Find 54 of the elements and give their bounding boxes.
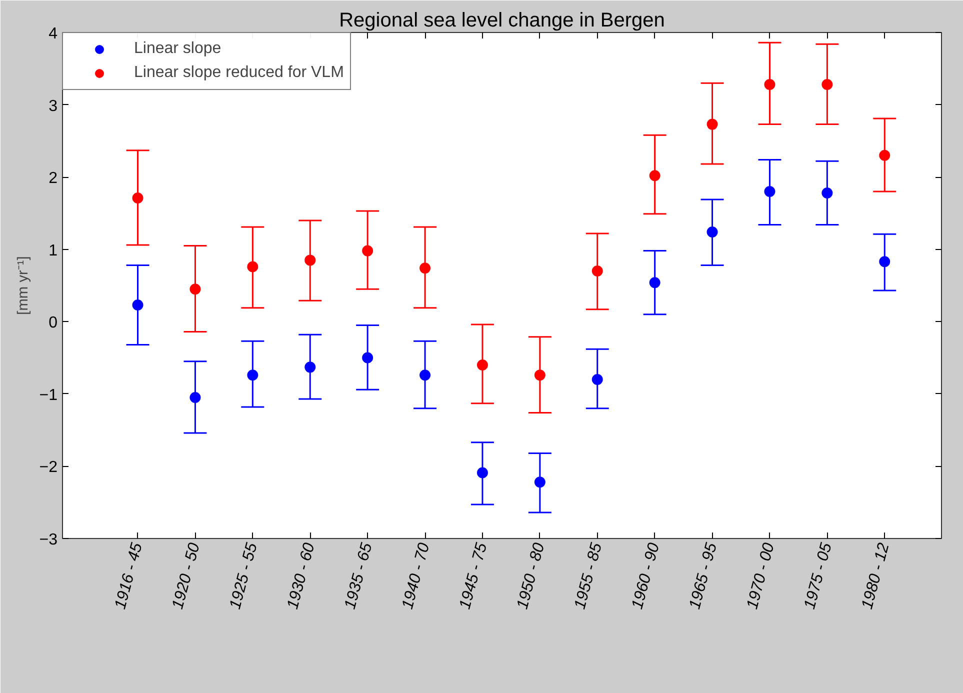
y-tick-label: 2 [48, 170, 58, 188]
point [190, 392, 201, 404]
point [190, 284, 201, 295]
y-tick-label: 1 [48, 242, 58, 260]
y-tick-label: 4 [48, 26, 58, 42]
point [476, 467, 488, 478]
point [420, 370, 431, 381]
point [304, 362, 316, 373]
x-tick-label: 1955 - 85 [572, 541, 606, 612]
point [879, 256, 890, 268]
point [362, 245, 374, 256]
point [534, 370, 546, 381]
chart-title: Regional sea level change in Bergen [339, 10, 665, 32]
point [764, 186, 776, 198]
x-tick-label: 1916 - 45 [112, 541, 146, 612]
point [476, 360, 488, 371]
y-axis-title: [mm yr⁻¹] [15, 256, 32, 315]
legend-label: Linear slope reduced for VLM [134, 64, 344, 82]
x-tick-label: 1930 - 60 [284, 541, 318, 612]
x-tick-label: 1935 - 65 [342, 541, 376, 612]
point [247, 261, 258, 272]
y-tick-label: −1 [39, 386, 58, 404]
point [706, 226, 718, 238]
point [706, 118, 718, 130]
point [764, 79, 776, 90]
point [247, 370, 258, 381]
x-tick-label: 1980 - 12 [858, 541, 893, 612]
point [420, 262, 431, 274]
y-tick-label: 0 [48, 314, 58, 332]
point [304, 254, 316, 266]
x-tick-label: 1945 - 75 [456, 541, 491, 612]
point [592, 266, 603, 277]
point [592, 374, 603, 385]
legend-label: Linear slope [134, 40, 222, 58]
point [362, 352, 374, 364]
y-tick-label: −3 [39, 532, 58, 548]
x-tick-label: 1960 - 90 [629, 541, 664, 612]
point [822, 187, 833, 198]
x-tick-label: 1950 - 80 [514, 541, 548, 612]
y-tick-label: 3 [48, 98, 58, 115]
x-tick-label: 1970 - 00 [744, 541, 778, 612]
x-tick-label: 1925 - 55 [226, 541, 261, 612]
x-tick-label: 1975 - 05 [801, 541, 836, 612]
point [132, 192, 144, 204]
point [649, 277, 660, 288]
y-tick-label: −2 [39, 459, 58, 476]
point [132, 300, 144, 311]
point [534, 476, 546, 488]
point [879, 150, 890, 161]
point [649, 170, 660, 182]
x-tick-label: 1920 - 50 [170, 541, 204, 612]
point [822, 79, 833, 90]
x-tick-label: 1940 - 70 [399, 541, 434, 612]
x-tick-label: 1965 - 95 [686, 541, 721, 612]
